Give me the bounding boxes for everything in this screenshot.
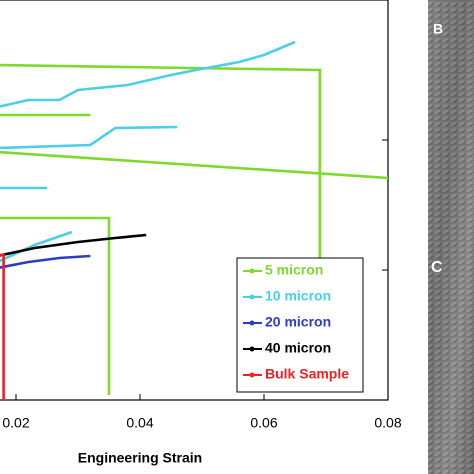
legend: 5 micron 10 micron 20 micron 40 micron Bulk … [236, 257, 364, 393]
legend-marker [249, 372, 255, 378]
plot-frame [0, 0, 389, 401]
legend-marker [249, 268, 255, 274]
legend-box [236, 257, 364, 393]
legend-label: 10 micron [265, 288, 331, 304]
legend-label: 40 micron [265, 340, 331, 356]
legend-label: 20 micron [265, 314, 331, 330]
plot-lines [0, 40, 388, 400]
x-tick-label: 0.04 [126, 415, 153, 431]
panel-label: B [433, 21, 443, 37]
legend-label: Bulk Sample [265, 366, 349, 382]
series-line [0, 63, 388, 395]
panel-label: C [431, 259, 443, 276]
legend-marker [249, 294, 255, 300]
sem-panel: B C [428, 0, 474, 474]
x-tick-label: 0.06 [250, 415, 277, 431]
series-line [0, 40, 296, 263]
x-axis-label: Engineering Strain [78, 450, 202, 466]
series-line [0, 233, 147, 257]
series-line [0, 253, 5, 400]
x-tick-label: 0.02 [2, 415, 29, 431]
x-tick-label: 0.08 [374, 415, 401, 431]
legend-marker [249, 346, 255, 352]
legend-marker [249, 320, 255, 326]
legend-label: 5 micron [265, 262, 323, 278]
series-line [0, 254, 91, 269]
